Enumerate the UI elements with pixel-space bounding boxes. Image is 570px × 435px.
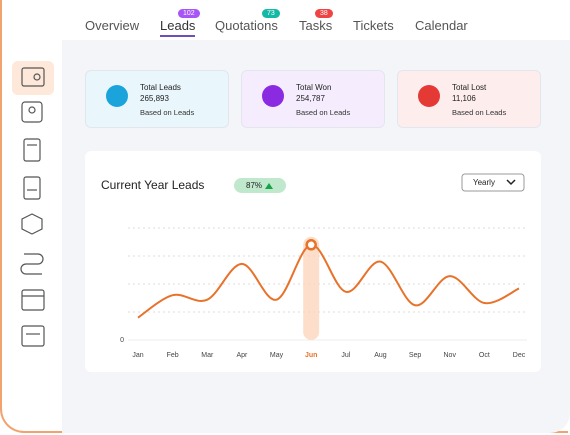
card-title: Total Won [296,83,332,92]
badge-text: 87% [246,181,262,190]
stat-card: Total Won 254,787 Based on Leads [241,70,385,128]
card-title: Total Lost [452,83,487,92]
badge: 73 [262,9,280,18]
tab[interactable]: Calendar [415,18,468,33]
tab[interactable]: Leads [160,18,196,37]
chevron [506,179,516,186]
x-tick-label: Apr [236,352,248,359]
card-icon [106,85,128,107]
x-tick-label: Sep [409,352,422,359]
badge: 102 [178,9,200,18]
x-tick-label: Jan [132,352,143,359]
dropdown[interactable] [461,173,525,192]
x-tick-label: Feb [167,352,179,359]
card-icon [418,85,440,107]
tab[interactable]: Tasks [299,18,333,33]
card-value: 11,106 [452,94,476,103]
x-tick-label: Jun [305,352,317,359]
tab[interactable]: Tickets [353,18,394,33]
card-note: Based on Leads [140,108,195,117]
chart-title: Current Year Leads [101,178,204,192]
x-tick-label: Oct [479,352,490,359]
x-tick-label: Dec [513,352,526,359]
tab[interactable]: Quotations [215,18,278,33]
y-tick-label: 0 [120,337,124,344]
x-tick-label: Mar [201,352,214,359]
grid [128,227,527,313]
dropdown-label[interactable]: Yearly [473,178,495,187]
card-value: 265,893 [140,94,169,103]
up-arrow [265,183,273,189]
line [137,243,520,319]
badge: 38 [315,9,333,18]
card-title: Total Leads [140,83,181,92]
stat-card: Total Leads 265,893 Based on Leads [85,70,229,128]
stat-card: Total Lost 11,106 Based on Leads [397,70,541,128]
card-value: 254,787 [296,94,325,103]
card-note: Based on Leads [296,108,351,117]
highlight-column [303,236,320,340]
x-tick-label: May [270,352,284,359]
x-tick-label: Jul [341,352,350,359]
card-icon [262,85,284,107]
x-tick-label: Nov [444,352,457,359]
card-note: Based on Leads [452,108,507,117]
x-tick-label: Aug [374,352,387,359]
tab[interactable]: Overview [85,18,140,33]
point [305,239,317,251]
badge [234,178,286,193]
